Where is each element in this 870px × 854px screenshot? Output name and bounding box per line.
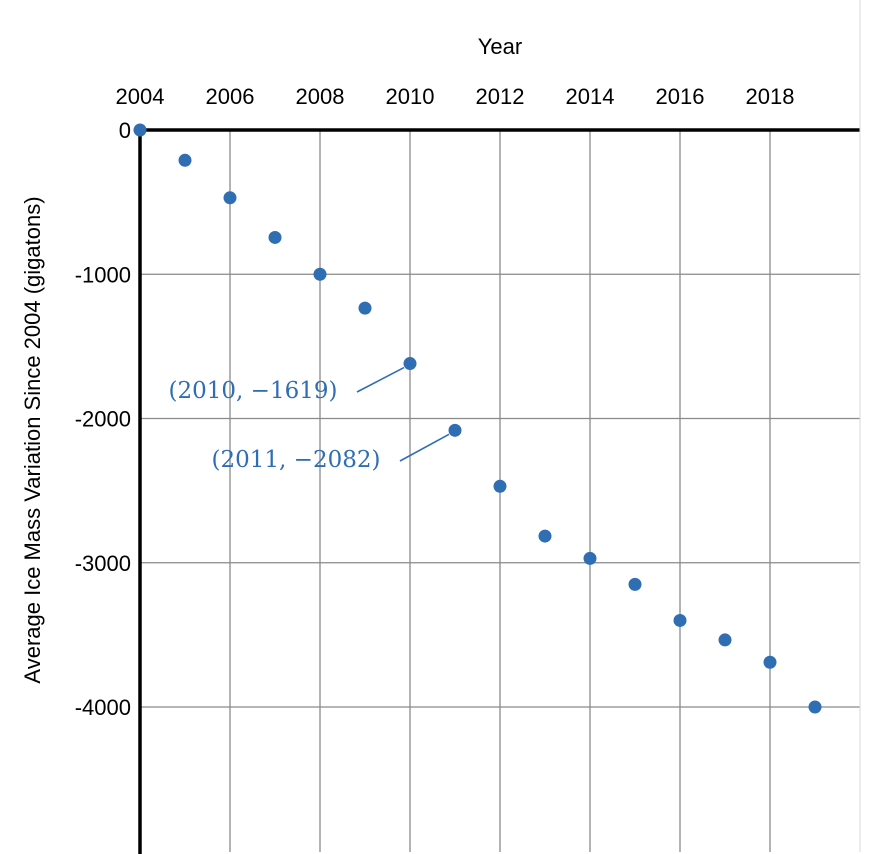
x-tick-label: 2014 [566, 84, 615, 109]
y-axis-title: Average Ice Mass Variation Since 2004 (g… [20, 196, 45, 683]
x-tick-label: 2008 [296, 84, 345, 109]
tick-labels: 2004 2006 2008 2010 2012 2014 2016 2018 0 -1000 -2… [75, 84, 795, 720]
data-point [763, 655, 777, 669]
data-point [538, 529, 552, 543]
data-point [628, 577, 642, 591]
data-point [673, 613, 687, 627]
annotation-leader [356, 366, 405, 393]
data-point [448, 423, 462, 437]
x-tick-label: 2012 [476, 84, 525, 109]
x-tick-label: 2006 [206, 84, 255, 109]
x-tick-label: 2018 [746, 84, 795, 109]
data-point [493, 479, 507, 493]
y-tick-label: -2000 [75, 407, 131, 432]
y-tick-label: -3000 [75, 551, 131, 576]
data-point [718, 633, 732, 647]
annotation-leader [399, 433, 450, 462]
axes [138, 0, 861, 854]
data-point [808, 700, 822, 714]
data-points [133, 123, 822, 714]
annotations: (2010, −1619) (2011, −2082) [169, 366, 450, 473]
data-point [133, 123, 147, 137]
x-tick-label: 2004 [116, 84, 165, 109]
grid [140, 130, 860, 852]
x-tick-label: 2010 [386, 84, 435, 109]
y-tick-label: -4000 [75, 695, 131, 720]
data-point [358, 301, 372, 315]
annotation-label: (2010, −1619) [169, 378, 338, 404]
y-tick-label: 0 [119, 118, 131, 143]
data-point [268, 230, 282, 244]
x-axis-title: Year [478, 34, 522, 59]
data-point [178, 153, 192, 167]
data-point [223, 191, 237, 205]
y-tick-label: -1000 [75, 262, 131, 287]
annotation-label: (2011, −2082) [212, 447, 381, 473]
data-point [313, 267, 327, 281]
data-point [403, 357, 417, 371]
x-tick-label: 2016 [656, 84, 705, 109]
data-point [583, 551, 597, 565]
